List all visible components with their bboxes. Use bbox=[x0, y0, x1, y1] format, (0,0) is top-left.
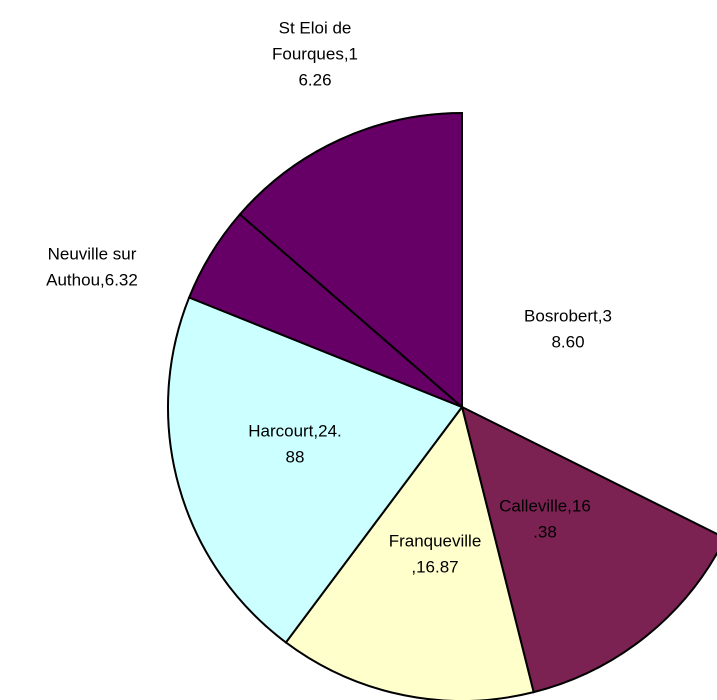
data-label: 88 bbox=[286, 447, 305, 466]
data-label: ,16.87 bbox=[411, 557, 458, 576]
pie-slice bbox=[238, 111, 463, 410]
pie-slice bbox=[284, 404, 535, 700]
pie-slice bbox=[460, 405, 717, 694]
pie-slice bbox=[167, 296, 464, 644]
data-label: Harcourt,24. bbox=[248, 421, 342, 440]
data-label: Calleville,16 bbox=[499, 496, 591, 515]
data-label: Franqueville bbox=[389, 531, 482, 550]
data-label: 8.60 bbox=[551, 332, 584, 351]
data-label: Authou,6.32 bbox=[46, 270, 138, 289]
data-label: Bosrobert,3 bbox=[524, 306, 612, 325]
data-label: St Eloi de bbox=[279, 18, 352, 37]
data-label: 6.26 bbox=[298, 70, 331, 89]
data-label: Fourques,1 bbox=[272, 44, 358, 63]
data-label: .38 bbox=[533, 522, 557, 541]
data-label: Neuville sur bbox=[48, 244, 137, 263]
